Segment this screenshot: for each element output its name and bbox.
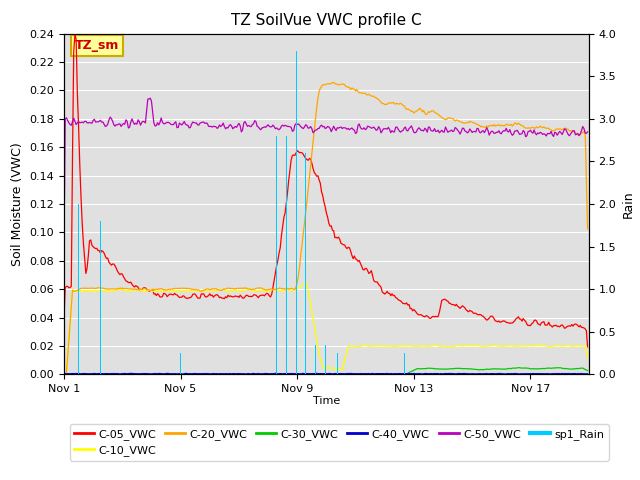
Bar xyxy=(180,353,181,374)
Legend: C-05_VWC, C-10_VWC, C-20_VWC, C-30_VWC, C-40_VWC, C-50_VWC, sp1_Rain: C-05_VWC, C-10_VWC, C-20_VWC, C-30_VWC, … xyxy=(70,424,609,460)
Y-axis label: Rain: Rain xyxy=(622,190,635,218)
Bar xyxy=(315,345,316,374)
Bar xyxy=(324,345,326,374)
Bar xyxy=(286,136,287,374)
X-axis label: Time: Time xyxy=(313,396,340,406)
Y-axis label: Soil Moisture (VWC): Soil Moisture (VWC) xyxy=(11,142,24,266)
Text: TZ_sm: TZ_sm xyxy=(74,39,119,52)
Title: TZ SoilVue VWC profile C: TZ SoilVue VWC profile C xyxy=(231,13,422,28)
Bar xyxy=(100,221,101,374)
Bar xyxy=(305,153,306,374)
Bar xyxy=(337,353,338,374)
Bar xyxy=(78,204,79,374)
Bar xyxy=(276,136,277,374)
